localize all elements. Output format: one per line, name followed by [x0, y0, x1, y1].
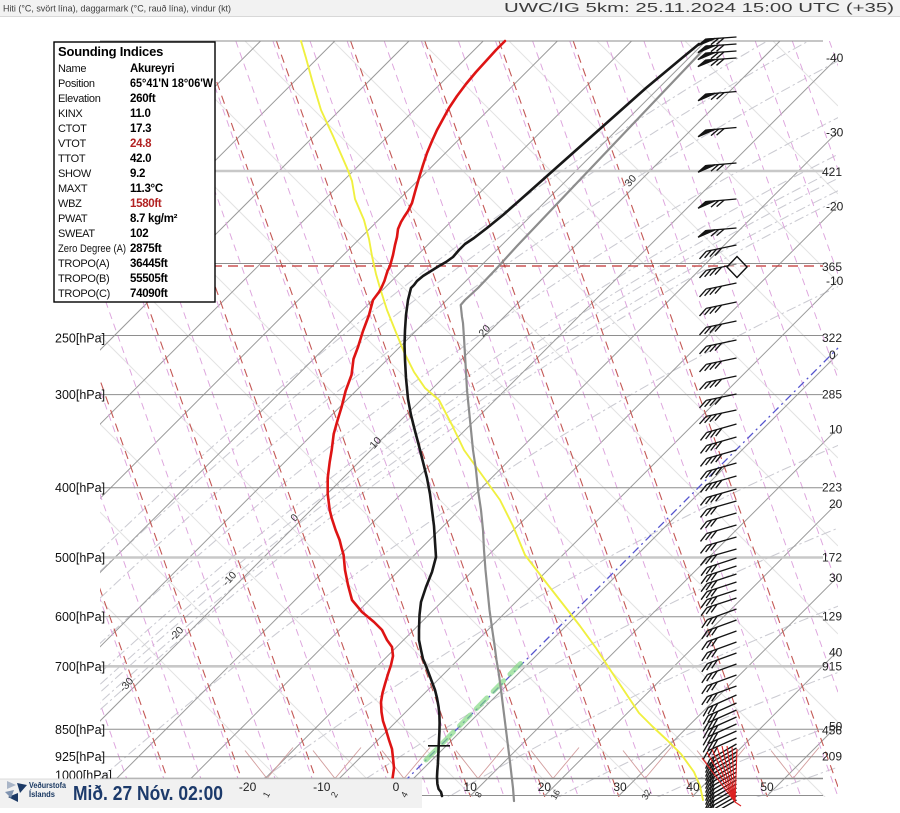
svg-text:PWAT: PWAT [58, 213, 88, 225]
svg-text:129: 129 [822, 610, 842, 624]
svg-text:20: 20 [829, 497, 843, 511]
svg-text:260ft: 260ft [130, 93, 156, 105]
svg-text:TROPO(B): TROPO(B) [58, 273, 109, 285]
svg-text:102: 102 [130, 228, 148, 240]
svg-text:Akureyri: Akureyri [130, 63, 174, 75]
svg-text:-20: -20 [239, 780, 257, 794]
svg-text:421: 421 [822, 165, 842, 179]
svg-text:-20: -20 [826, 200, 844, 214]
svg-text:Íslands: Íslands [29, 790, 56, 799]
svg-text:CTOT: CTOT [58, 123, 87, 135]
svg-text:Elevation: Elevation [58, 93, 101, 105]
svg-text:8.7 kg/m²: 8.7 kg/m² [130, 213, 178, 225]
svg-text:209: 209 [822, 750, 842, 764]
svg-text:42.0: 42.0 [130, 153, 151, 165]
svg-text:TROPO(A): TROPO(A) [58, 258, 109, 270]
svg-text:30: 30 [613, 780, 627, 794]
svg-text:74090ft: 74090ft [130, 288, 168, 300]
svg-text:Zero Degree (A): Zero Degree (A) [58, 243, 126, 255]
svg-text:-10: -10 [826, 274, 844, 288]
svg-text:50: 50 [829, 720, 843, 734]
svg-text:Name: Name [58, 63, 86, 75]
svg-text:24.8: 24.8 [130, 138, 152, 150]
svg-text:Sounding Indices: Sounding Indices [58, 44, 163, 59]
svg-text:TROPO(C): TROPO(C) [58, 288, 110, 300]
svg-text:Position: Position [58, 78, 95, 90]
svg-text:VTOT: VTOT [58, 138, 87, 150]
svg-text:11.0: 11.0 [130, 108, 151, 120]
svg-text:365: 365 [822, 260, 842, 274]
svg-text:223: 223 [822, 481, 842, 495]
svg-text:400[hPa]: 400[hPa] [55, 481, 105, 495]
svg-text:925[hPa]: 925[hPa] [55, 750, 105, 764]
svg-text:250[hPa]: 250[hPa] [55, 332, 105, 346]
svg-text:-40: -40 [826, 51, 844, 65]
svg-text:172: 172 [822, 551, 842, 565]
svg-text:0: 0 [393, 780, 400, 794]
svg-text:TTOT: TTOT [58, 153, 86, 165]
svg-text:700[hPa]: 700[hPa] [55, 660, 105, 674]
svg-text:SWEAT: SWEAT [58, 228, 95, 240]
svg-text:322: 322 [822, 331, 842, 345]
svg-text:915: 915 [822, 659, 842, 673]
svg-text:17.3: 17.3 [130, 123, 151, 135]
svg-text:2875ft: 2875ft [130, 243, 162, 255]
svg-text:40: 40 [829, 645, 843, 659]
svg-text:40: 40 [686, 780, 700, 794]
svg-text:Hiti (°C, svört lína), daggarm: Hiti (°C, svört lína), daggarmark (°C, r… [3, 4, 231, 15]
svg-text:500[hPa]: 500[hPa] [55, 551, 105, 565]
svg-text:20: 20 [538, 780, 552, 794]
svg-text:KINX: KINX [58, 108, 83, 120]
svg-text:30: 30 [829, 571, 843, 585]
svg-text:36445ft: 36445ft [130, 258, 168, 270]
svg-text:SHOW: SHOW [58, 168, 92, 180]
svg-text:-30: -30 [826, 125, 844, 139]
svg-text:55505ft: 55505ft [130, 273, 168, 285]
svg-text:1580ft: 1580ft [130, 198, 162, 210]
svg-text:11.3°C: 11.3°C [130, 183, 163, 195]
svg-text:10: 10 [829, 423, 843, 437]
svg-text:-10: -10 [313, 780, 331, 794]
svg-text:0: 0 [829, 348, 836, 362]
svg-text:UWC/IG 5km: 25.11.2024 15:00 U: UWC/IG 5km: 25.11.2024 15:00 UTC (+35) [504, 0, 894, 15]
svg-text:50: 50 [760, 780, 774, 794]
svg-text:WBZ: WBZ [58, 198, 82, 210]
svg-text:MAXT: MAXT [58, 183, 88, 195]
svg-text:65°41'N 18°06'W: 65°41'N 18°06'W [130, 78, 213, 90]
svg-text:9.2: 9.2 [130, 168, 145, 180]
svg-text:285: 285 [822, 388, 842, 402]
svg-text:Veðurstofa: Veðurstofa [29, 781, 66, 790]
svg-text:300[hPa]: 300[hPa] [55, 388, 105, 402]
svg-text:Mið. 27 Nóv. 02:00: Mið. 27 Nóv. 02:00 [73, 782, 223, 805]
svg-text:600[hPa]: 600[hPa] [55, 610, 105, 624]
svg-text:850[hPa]: 850[hPa] [55, 723, 105, 737]
